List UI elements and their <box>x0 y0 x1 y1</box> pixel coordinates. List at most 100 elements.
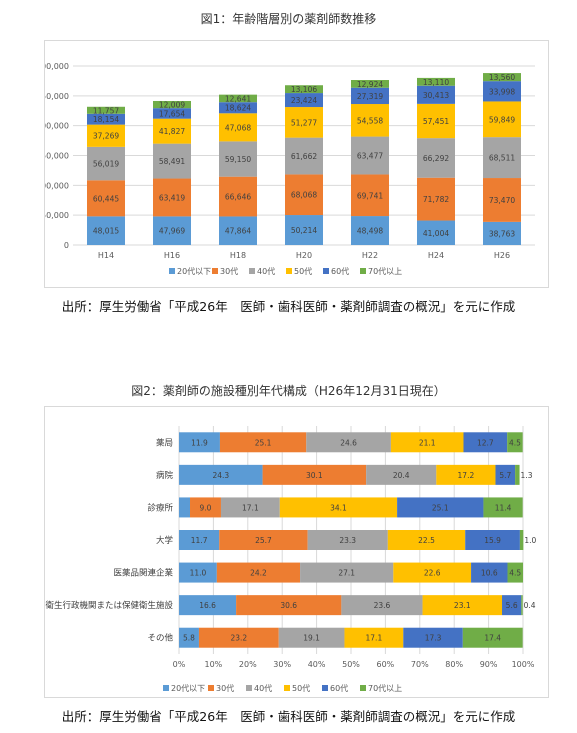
data-label-5-4: 22.6 <box>424 569 441 578</box>
data-label-1-4: 21.1 <box>419 438 436 447</box>
x-tick-label-8: 80% <box>445 660 463 669</box>
x-tick-label-2: 20% <box>239 660 257 669</box>
data-label-H26-3: 68,511 <box>489 154 515 163</box>
bar-5-4 <box>393 562 472 583</box>
legend-swatch-4 <box>286 268 292 274</box>
figure1-chart-frame: 0 50,000 100,000 150,000 200,000 250,000 300,0… <box>36 40 549 288</box>
bar-H18-1 <box>219 216 257 245</box>
data-label-H16-1: 47,969 <box>159 227 185 236</box>
legend-swatch-2 <box>212 268 218 274</box>
bar-3-5 <box>397 497 484 518</box>
x-tick-label-H18: H18 <box>230 251 246 260</box>
data-label-1-1: 11.9 <box>191 438 208 447</box>
legend-label-3: 40代 <box>254 683 272 693</box>
data-label-H16-2: 63,419 <box>159 193 185 202</box>
bar-H20-5 <box>285 93 323 108</box>
x-tick-label-H14: H14 <box>98 251 114 260</box>
data-label-H14-1: 48,015 <box>93 227 119 236</box>
legend-label-2: 30代 <box>216 683 234 693</box>
data-label-1-3: 24.6 <box>340 438 357 447</box>
x-tick-label-4: 40% <box>308 660 326 669</box>
data-label-H20-5: 23,424 <box>291 96 317 105</box>
x-tick-label-H16: H16 <box>164 251 180 260</box>
bar-7-2 <box>198 627 279 648</box>
bar-6-4 <box>422 595 503 616</box>
data-label-6-2: 30.6 <box>280 601 297 610</box>
data-label-1-5: 12.7 <box>477 438 494 447</box>
bar-H20-3 <box>285 137 323 175</box>
bar-H22-6 <box>351 80 389 88</box>
bar-1-6 <box>507 432 523 453</box>
bar-3-3 <box>220 497 280 518</box>
data-label-1-2: 25.1 <box>255 438 272 447</box>
bar-4-6 <box>519 530 524 550</box>
bar-H18-2 <box>219 176 257 217</box>
bar-H14-4 <box>87 124 125 147</box>
category-label-3: 診療所 <box>147 502 173 513</box>
legend-label-3: 40代 <box>257 266 275 276</box>
bar-H16-6 <box>153 100 191 109</box>
x-tick-label-10: 100% <box>512 660 535 669</box>
bar-5-2 <box>216 562 301 583</box>
data-label-H22-4: 54,558 <box>357 116 383 125</box>
bar-1-2 <box>219 432 307 453</box>
data-label-4-5: 15.9 <box>484 536 501 545</box>
category-label-1: 薬局 <box>156 437 173 448</box>
data-label-H16-4: 41,827 <box>159 127 185 136</box>
bar-3-1 <box>179 497 191 518</box>
bar-H16-5 <box>153 108 191 119</box>
x-tick-label-0: 0% <box>173 660 186 669</box>
data-label-H14-3: 56,019 <box>93 160 119 169</box>
data-label-4-6: 1.0 <box>524 536 536 545</box>
category-label-2: 病院 <box>156 470 174 481</box>
legend-label-1: 20代以下 <box>171 683 205 693</box>
data-label-7-3: 19.1 <box>303 634 320 643</box>
bar-7-4 <box>344 627 404 648</box>
data-label-6-4: 23.1 <box>454 601 471 610</box>
legend-label-5: 60代 <box>331 266 349 276</box>
data-label-6-3: 23.6 <box>374 601 391 610</box>
data-label-H16-5: 17,654 <box>159 109 185 118</box>
legend-label-1: 20代以下 <box>177 266 211 276</box>
legend-swatch-1 <box>163 685 169 691</box>
bar-H26-3 <box>483 137 521 179</box>
data-label-2-3: 20.4 <box>393 471 410 480</box>
bar-3-6 <box>483 497 523 518</box>
bar-H22-1 <box>351 216 389 245</box>
category-label-6: 衛生行政機関または保健衛生施設 <box>45 600 173 611</box>
figure2-chart-frame: 0% 10% 20% 30% 40% 50% 60% 70% 80% 90% 100% 薬局 11.9 2… <box>44 406 549 698</box>
data-label-7-1: 5.8 <box>183 634 195 643</box>
category-label-7: その他 <box>147 633 173 644</box>
bar-H16-3 <box>153 143 191 179</box>
bar-5-5 <box>471 562 508 583</box>
data-label-3-5: 25.1 <box>432 503 449 512</box>
data-label-H24-2: 71,782 <box>423 195 449 204</box>
bar-6-5 <box>502 595 522 616</box>
figure2-title: 図2：薬剤師の施設種別年代構成（H26年12月31日現在） <box>131 384 446 398</box>
bar-H16-4 <box>153 118 191 144</box>
x-tick-label-H24: H24 <box>428 251 444 260</box>
data-label-2-5: 5.7 <box>499 471 511 480</box>
legend-swatch-6 <box>360 685 366 691</box>
data-label-3-3: 17.1 <box>242 503 259 512</box>
data-label-2-4: 17.2 <box>458 471 475 480</box>
y-tick-label-4: 200,000 <box>45 122 69 131</box>
bar-H18-4 <box>219 113 257 142</box>
data-label-H18-6: 12,641 <box>225 94 251 103</box>
data-label-4-1: 11.7 <box>191 536 208 545</box>
x-tick-label-5: 50% <box>342 660 360 669</box>
x-tick-label-1: 10% <box>205 660 223 669</box>
data-label-5-5: 10.6 <box>481 569 498 578</box>
bar-1-4 <box>390 432 464 453</box>
bar-H24-5 <box>417 85 455 104</box>
bar-H18-3 <box>219 141 257 177</box>
data-label-H18-5: 18,624 <box>225 104 251 113</box>
data-label-H26-6: 13,560 <box>489 73 515 82</box>
bar-4-3 <box>307 530 388 550</box>
category-label-4: 大学 <box>156 535 174 546</box>
bar-7-1 <box>179 627 199 648</box>
bar-2-3 <box>366 464 437 485</box>
x-tick-label-7: 70% <box>411 660 429 669</box>
legend-label-4: 50代 <box>292 683 310 693</box>
data-label-H24-3: 66,292 <box>423 154 449 163</box>
